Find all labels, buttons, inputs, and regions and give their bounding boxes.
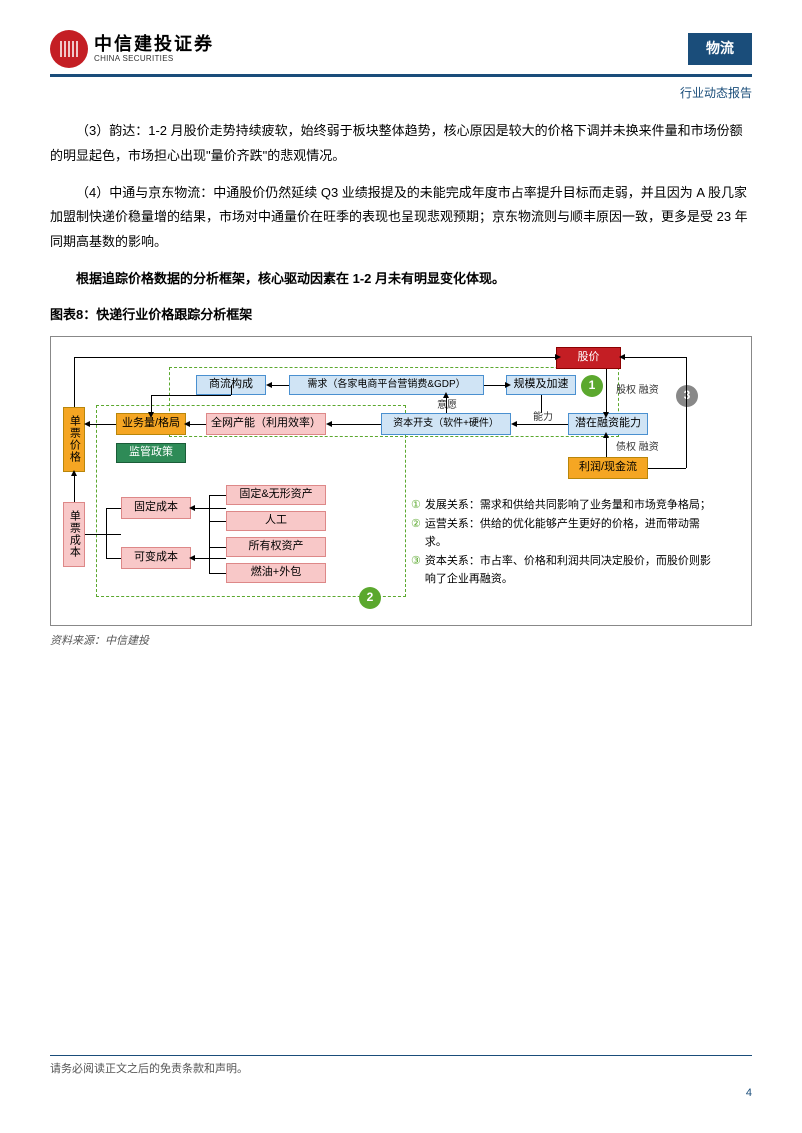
logo-block: 中信建投证券 CHINA SECURITIES <box>50 30 214 68</box>
page-header: 中信建投证券 CHINA SECURITIES 物流 <box>50 30 752 77</box>
arrow <box>106 508 107 558</box>
node-scale: 规模及加速 <box>506 375 576 395</box>
page-number: 4 <box>50 1084 752 1103</box>
arrow <box>194 558 226 559</box>
legend-text-2: 运营关系：供给的优化能够产生更好的价格，进而带动需求。 <box>425 516 711 551</box>
arrow <box>648 468 686 469</box>
arrow <box>686 357 687 468</box>
footer-disclaimer: 请务必阅读正文之后的免责条款和声明。 <box>50 1060 248 1079</box>
node-demand: 需求（各家电商平台营销费&GDP） <box>289 375 484 395</box>
arrow <box>85 534 121 535</box>
logo-icon <box>50 30 88 68</box>
label-equity-fin: 股权 融资 <box>616 382 659 399</box>
figure-source: 资料来源：中信建投 <box>50 632 752 651</box>
arrow <box>331 424 381 425</box>
node-policy: 监管政策 <box>116 443 186 463</box>
paragraph-3: （3）韵达：1-2 月股价走势持续疲软，始终弱于板块整体趋势，核心原因是较大的价… <box>50 119 752 168</box>
arrow <box>106 558 121 559</box>
node-unit-price: 单票价格 <box>63 407 85 472</box>
arrow <box>106 508 121 509</box>
arrow <box>209 521 226 522</box>
node-var-cost: 可变成本 <box>121 547 191 569</box>
arrow <box>74 357 75 407</box>
paragraph-bold: 根据追踪价格数据的分析框架，核心驱动因素在 1-2 月未有明显变化体现。 <box>50 267 752 292</box>
arrow <box>606 437 607 457</box>
node-labor: 人工 <box>226 511 326 531</box>
node-equity-asset: 所有权资产 <box>226 537 326 557</box>
arrow <box>194 508 226 509</box>
arrow <box>446 397 447 413</box>
label-debt-fin: 债权 融资 <box>616 439 659 456</box>
arrow <box>271 385 289 386</box>
arrow <box>74 475 75 502</box>
legend-num-3: ③ <box>411 553 421 588</box>
node-profit: 利润/现金流 <box>568 457 648 479</box>
arrow <box>209 495 226 496</box>
arrow <box>209 547 226 548</box>
paragraph-4: （4）中通与京东物流：中通股价仍然延续 Q3 业绩报提及的未能完成年度市占率提升… <box>50 181 752 255</box>
label-intent: 意愿 <box>437 397 457 414</box>
flowchart-diagram: 股价 商流构成 需求（各家电商平台营销费&GDP） 规模及加速 业务量/格局 全… <box>50 336 752 626</box>
arrow <box>189 424 206 425</box>
node-fuel: 燃油+外包 <box>226 563 326 583</box>
arrow <box>209 495 210 573</box>
arrow <box>484 385 506 386</box>
node-capacity: 全网产能（利用效率） <box>206 413 326 435</box>
report-subtitle: 行业动态报告 <box>50 83 752 103</box>
node-stock-price: 股价 <box>556 347 621 369</box>
arrow <box>151 395 231 396</box>
legend-num-2: ② <box>411 516 421 551</box>
legend-num-1: ① <box>411 497 421 515</box>
arrow <box>74 357 556 358</box>
legend-text-1: 发展关系：需求和供给共同影响了业务量和市场竞争格局； <box>425 497 711 515</box>
circle-2: 2 <box>359 587 381 609</box>
logo-cn: 中信建投证券 <box>94 35 214 55</box>
arrow <box>606 369 607 413</box>
node-capex: 资本开支（软件+硬件） <box>381 413 511 435</box>
arrow <box>231 385 232 395</box>
arrow <box>151 395 152 413</box>
node-fixed-asset: 固定&无形资产 <box>226 485 326 505</box>
logo-en: CHINA SECURITIES <box>94 55 214 64</box>
arrow <box>209 573 226 574</box>
circle-3: 3 <box>676 385 698 407</box>
node-unit-cost: 单票成本 <box>63 502 85 567</box>
legend-block: ①发展关系：需求和供给共同影响了业务量和市场竞争格局； ②运营关系：供给的优化能… <box>411 497 711 591</box>
circle-1: 1 <box>581 375 603 397</box>
label-ability: 能力 <box>533 409 553 426</box>
node-fixed-cost: 固定成本 <box>121 497 191 519</box>
figure-title: 图表8：快递行业价格跟踪分析框架 <box>50 304 752 326</box>
arrow <box>624 357 686 358</box>
arrow <box>89 424 116 425</box>
category-badge: 物流 <box>688 33 752 65</box>
legend-text-3: 资本关系：市占率、价格和利润共同决定股价，而股价则影响了企业再融资。 <box>425 553 711 588</box>
page-footer: 请务必阅读正文之后的免责条款和声明。 4 <box>50 1055 752 1103</box>
